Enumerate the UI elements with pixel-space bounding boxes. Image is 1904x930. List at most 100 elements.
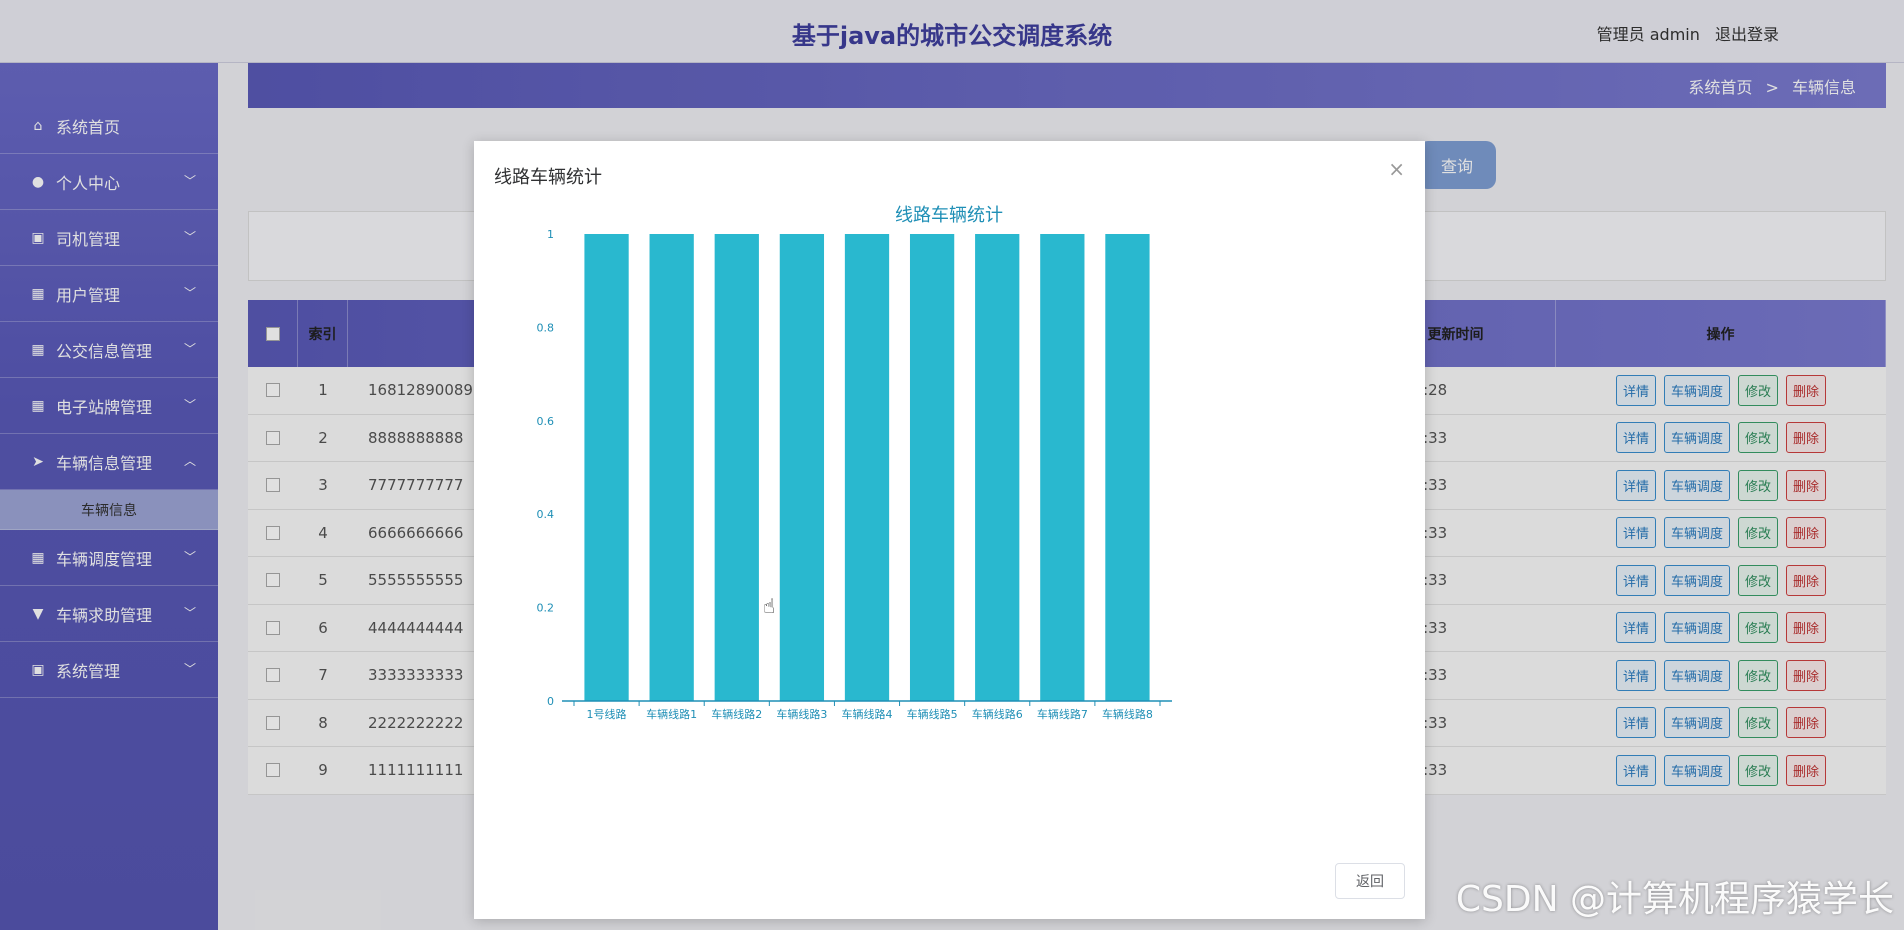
row-checkbox-cell [248,557,298,604]
x-tick-label: 1号线路 [587,707,627,721]
sidebar-item-label: 电子站牌管理 [56,397,153,417]
edit-button[interactable]: 修改 [1738,612,1779,644]
edit-button[interactable]: 修改 [1738,754,1779,786]
bar[interactable] [844,234,890,701]
header-time[interactable]: 更新时间 [1356,300,1556,367]
delete-button[interactable]: 删除 [1786,517,1827,549]
detail-button[interactable]: 详情 [1615,659,1656,691]
row-checkbox[interactable] [266,478,280,493]
grid-icon: ▦ [31,285,45,302]
dispatch-button[interactable]: 车辆调度 [1663,564,1730,596]
bar[interactable] [649,234,694,701]
watermark: CSDN @计算机程序猿学长 [1455,879,1894,920]
detail-button[interactable]: 详情 [1615,707,1656,739]
bar[interactable] [909,234,955,701]
bar[interactable] [779,234,825,701]
search-button[interactable]: 查询 [1418,141,1496,189]
detail-button[interactable]: 详情 [1615,422,1656,454]
dispatch-button[interactable]: 车辆调度 [1663,707,1730,739]
back-button[interactable]: 返回 [1335,863,1405,899]
detail-button[interactable]: 详情 [1615,564,1656,596]
edit-button[interactable]: 修改 [1738,422,1779,454]
dispatch-button[interactable]: 车辆调度 [1663,517,1730,549]
x-tick-label: 车辆线路5 [907,707,958,721]
detail-button[interactable]: 详情 [1615,612,1656,644]
row-checkbox[interactable] [266,525,280,540]
row-checkbox[interactable] [266,430,280,445]
sidebar-item-users[interactable]: ▦ 用户管理 ﹀ [0,266,218,322]
sidebar-item-e-board[interactable]: ▦ 电子站牌管理 ﹀ [0,378,218,434]
sidebar-item-drivers[interactable]: ▣ 司机管理 ﹀ [0,210,218,266]
x-tick-label: 车辆线路1 [646,707,697,721]
row-checkbox-cell [248,605,298,652]
dispatch-button[interactable]: 车辆调度 [1663,612,1730,644]
detail-button[interactable]: 详情 [1615,517,1656,549]
sidebar-item-help[interactable]: ▼ 车辆求助管理 ﹀ [0,586,218,642]
row-checkbox-cell [248,510,298,557]
delete-button[interactable]: 删除 [1786,707,1827,739]
detail-button[interactable]: 详情 [1615,374,1656,406]
grid-icon: ▦ [31,549,45,566]
submenu-item-vehicle-info[interactable]: 车辆信息 [0,490,218,530]
detail-button[interactable]: 详情 [1615,469,1656,501]
row-checkbox[interactable] [266,763,280,778]
header-ops: 操作 [1556,300,1886,367]
delete-button[interactable]: 删除 [1786,469,1827,501]
bar[interactable] [1040,234,1085,701]
dispatch-button[interactable]: 车辆调度 [1663,754,1730,786]
delete-button[interactable]: 删除 [1786,612,1827,644]
row-checkbox-cell [248,652,298,699]
y-tick-label: 0.2 [537,602,555,615]
edit-button[interactable]: 修改 [1738,374,1779,406]
dispatch-button[interactable]: 车辆调度 [1663,374,1730,406]
sidebar-item-home[interactable]: ⌂ 系统首页 [0,98,218,154]
sidebar-item-dispatch[interactable]: ▦ 车辆调度管理 ﹀ [0,530,218,586]
sidebar-item-label: 个人中心 [56,173,121,193]
select-all-checkbox[interactable] [265,326,280,341]
bar[interactable] [714,234,759,701]
row-vehicle-number: 2222222222 [368,713,464,732]
y-tick-label: 0.6 [537,415,555,428]
delete-button[interactable]: 删除 [1786,754,1827,786]
dispatch-button[interactable]: 车辆调度 [1663,469,1730,501]
delete-button[interactable]: 删除 [1786,564,1827,596]
bar[interactable] [1105,234,1150,701]
row-index: 6 [318,618,328,637]
y-tick-label: 1 [547,228,554,241]
bar[interactable] [584,234,629,701]
sidebar-item-vehicle-info[interactable]: ➤ 车辆信息管理 ︿ [0,434,218,490]
dispatch-button[interactable]: 车辆调度 [1663,659,1730,691]
breadcrumb-home[interactable]: 系统首页 [1688,78,1753,97]
row-checkbox[interactable] [266,715,280,730]
row-checkbox[interactable] [266,573,280,588]
sidebar-item-bus-info[interactable]: ▦ 公交信息管理 ﹀ [0,322,218,378]
delete-button[interactable]: 删除 [1786,422,1827,454]
row-checkbox[interactable] [266,620,280,635]
delete-button[interactable]: 删除 [1786,659,1827,691]
close-icon[interactable]: × [1388,157,1405,181]
row-checkbox[interactable] [266,383,280,398]
edit-button[interactable]: 修改 [1738,659,1779,691]
detail-button[interactable]: 详情 [1615,754,1656,786]
row-index: 8 [318,713,328,732]
row-vehicle-number: 1111111111 [368,761,464,780]
x-tick-label: 车辆线路4 [842,707,893,721]
sidebar-item-label: 车辆求助管理 [56,605,153,625]
x-tick-label: 车辆线路7 [1037,707,1088,721]
edit-button[interactable]: 修改 [1738,517,1779,549]
edit-button[interactable]: 修改 [1738,469,1779,501]
bar[interactable] [975,234,1020,701]
dispatch-button[interactable]: 车辆调度 [1663,422,1730,454]
row-index: 7 [318,666,328,685]
row-checkbox[interactable] [266,668,280,683]
logout-link[interactable]: 退出登录 [1714,25,1779,44]
sidebar-item-profile[interactable]: ● 个人中心 ﹀ [0,154,218,210]
row-vehicle-number: 8888888888 [368,428,464,447]
y-tick-label: 0 [547,695,554,708]
dialog-title: 线路车辆统计 [494,167,602,188]
delete-button[interactable]: 删除 [1786,374,1827,406]
sidebar-item-system[interactable]: ▣ 系统管理 ﹀ [0,642,218,698]
breadcrumb-current: 车辆信息 [1791,78,1856,97]
edit-button[interactable]: 修改 [1738,707,1779,739]
edit-button[interactable]: 修改 [1738,564,1779,596]
